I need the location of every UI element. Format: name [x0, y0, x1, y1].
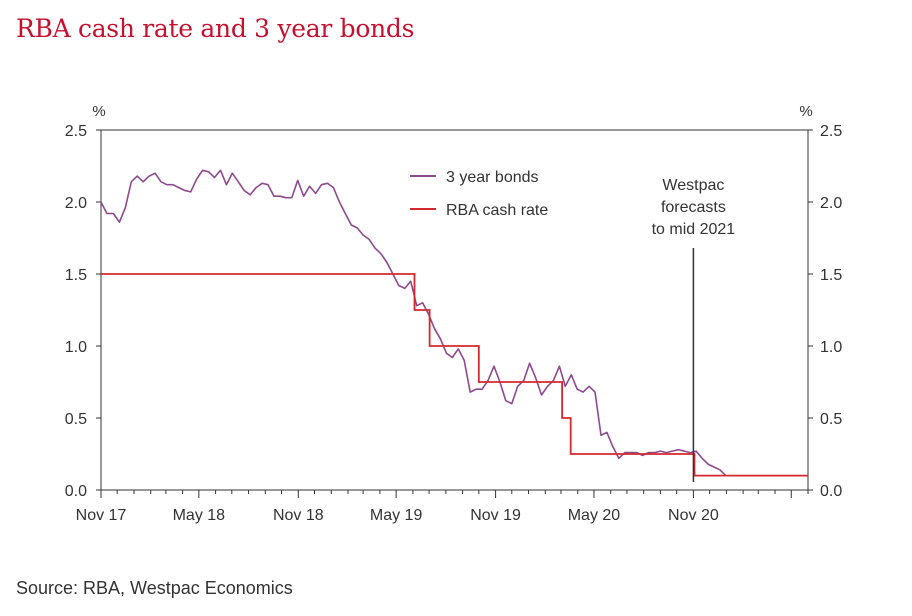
y-unit-left: %: [92, 103, 105, 120]
y-tick-label-left: 0.5: [65, 411, 87, 428]
source-note: Source: RBA, Westpac Economics: [16, 578, 293, 598]
y-tick-label-right: 2.5: [820, 123, 842, 140]
x-tick-label: May 19: [370, 507, 423, 524]
y-tick-label-left: 2.0: [65, 195, 87, 212]
x-tick-label: May 20: [568, 507, 621, 524]
y-tick-label-right: 0.5: [820, 411, 842, 428]
series-line-rba-cash-rate: [101, 273, 808, 477]
forecast-annotation-line: Westpac: [662, 177, 724, 194]
y-tick-label-left: 0.0: [65, 483, 87, 500]
y-tick-label-left: 2.5: [65, 123, 87, 140]
y-tick-label-right: 1.5: [820, 267, 842, 284]
y-tick-label-left: 1.0: [65, 339, 87, 356]
y-tick-label-left: 1.5: [65, 267, 87, 284]
forecast-annotation-line: forecasts: [661, 199, 726, 216]
legend-label: 3 year bonds: [446, 169, 539, 186]
forecast-annotation-line: to mid 2021: [652, 221, 736, 238]
y-tick-label-right: 1.0: [820, 339, 842, 356]
x-tick-label: Nov 20: [668, 507, 719, 524]
chart-title: RBA cash rate and 3 year bonds: [16, 14, 415, 43]
series-line-3-year-bonds: [100, 169, 727, 477]
y-tick-label-right: 0.0: [820, 483, 842, 500]
x-tick-label: May 18: [173, 507, 226, 524]
y-unit-right: %: [799, 103, 812, 120]
legend-label: RBA cash rate: [446, 202, 548, 219]
x-tick-label: Nov 17: [76, 507, 127, 524]
x-tick-label: Nov 19: [470, 507, 521, 524]
x-tick-label: Nov 18: [273, 507, 324, 524]
y-tick-label-right: 2.0: [820, 195, 842, 212]
